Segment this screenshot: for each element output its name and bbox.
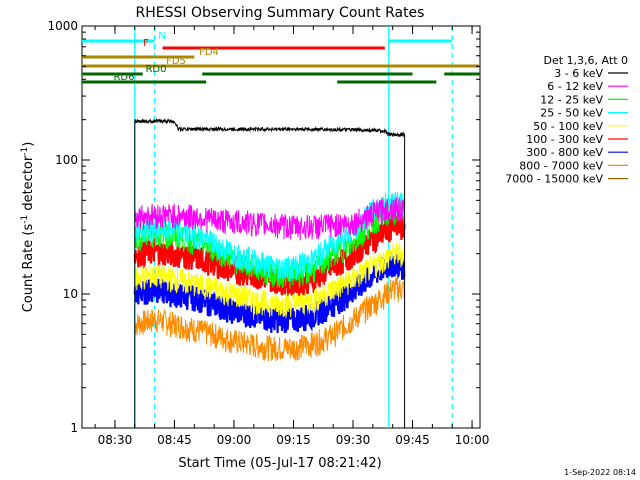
legend-entry-label: 800 - 7000 keV — [519, 159, 603, 172]
flag-label-n: N — [158, 31, 165, 42]
chart-title: RHESSI Observing Summary Count Rates — [136, 5, 425, 21]
y-tick-label: 1000 — [47, 19, 78, 33]
series-line-1 — [134, 196, 406, 241]
x-tick-label: 09:45 — [395, 433, 430, 447]
y-tick-label: 1 — [70, 421, 78, 435]
x-tick-label: 10:00 — [455, 433, 490, 447]
series-line-0 — [134, 117, 406, 428]
footer-timestamp: 1-Sep-2022 08:14 — [564, 468, 636, 477]
legend-entry-label: 3 - 6 keV — [554, 67, 603, 80]
y-tick-label: 10 — [63, 287, 78, 301]
x-tick-label: 09:00 — [217, 433, 252, 447]
x-tick-label: 08:45 — [157, 433, 192, 447]
x-tick-label: 09:15 — [276, 433, 311, 447]
legend-entry-label: 100 - 300 keV — [526, 133, 603, 146]
flag-label-fd5: FD5 — [166, 56, 186, 67]
flag-label-rd0: RD0 — [145, 64, 166, 75]
legend-entry-label: 50 - 100 keV — [533, 120, 603, 133]
legend-entry-label: 25 - 50 keV — [540, 107, 603, 120]
series-line-4 — [134, 242, 406, 318]
legend-title: Det 1,3,6, Att 0 — [544, 54, 628, 67]
y-axis-label: Count Rate (s-1 detector-1) — [20, 142, 36, 313]
legend-entry-label: 12 - 25 keV — [540, 93, 603, 106]
flag-label-f: F — [143, 38, 149, 49]
flag-label-rd6: RD6 — [113, 72, 134, 83]
flag-label-fd4: FD4 — [199, 47, 219, 58]
x-tick-label: 08:30 — [98, 433, 133, 447]
legend-entry-label: 6 - 12 keV — [547, 80, 603, 93]
legend-entry-label: 7000 - 15000 keV — [505, 173, 603, 186]
series-line-7 — [134, 277, 406, 362]
y-tick-label: 100 — [55, 153, 78, 167]
x-tick-label: 09:30 — [336, 433, 371, 447]
legend-entry-label: 300 - 800 keV — [526, 146, 603, 159]
x-axis-label: Start Time (05-Jul-17 08:21:42) — [178, 456, 381, 471]
